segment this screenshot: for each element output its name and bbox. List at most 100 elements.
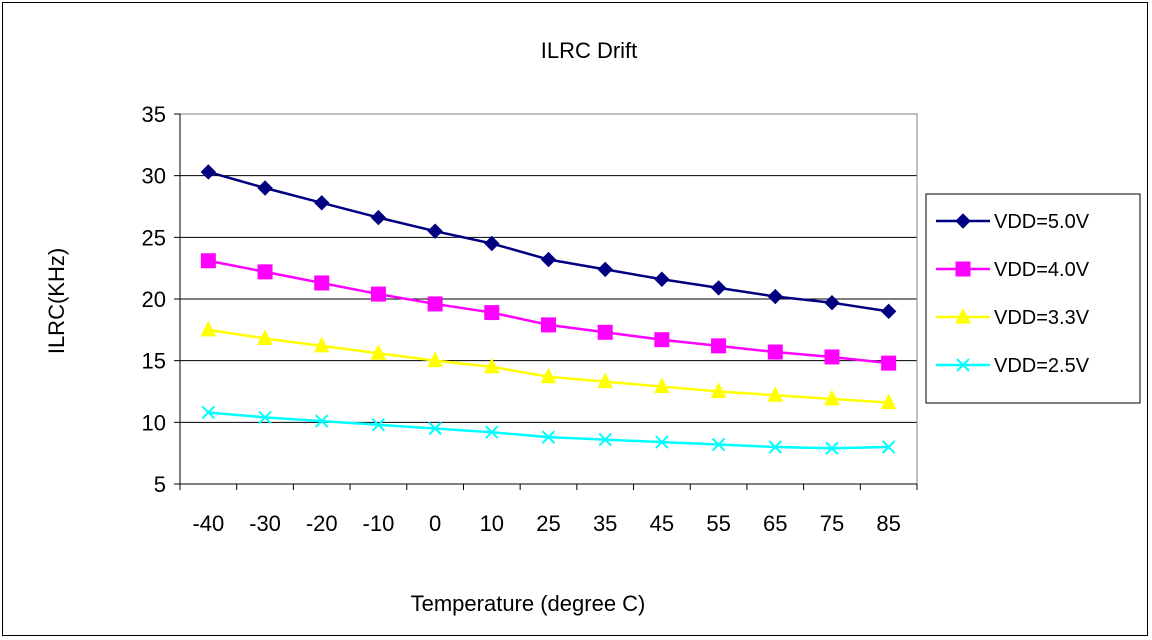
x-tick-label: 75: [820, 511, 844, 536]
data-point-vdd-2-5v: [825, 441, 839, 455]
data-point-vdd-2-5v: [258, 410, 272, 425]
data-point-vdd-3-3v: [313, 336, 330, 353]
data-point-vdd-5-0v: [597, 261, 613, 278]
data-point-vdd-4-0v: [881, 355, 897, 371]
data-point-vdd-5-0v: [200, 164, 217, 180]
y-tick-label: 5: [154, 472, 166, 497]
x-tick-label: -10: [363, 511, 395, 536]
x-tick-label: -30: [249, 511, 281, 536]
y-tick-label: 35: [142, 102, 166, 127]
data-point-vdd-4-0v: [427, 296, 443, 312]
gridlines: [180, 175, 917, 423]
x-tick-label: 25: [536, 511, 560, 536]
series-vdd-3-3v: [200, 320, 897, 410]
data-point-vdd-4-0v: [314, 275, 330, 291]
data-point-vdd-3-3v: [654, 377, 670, 394]
data-point-vdd-3-3v: [880, 393, 897, 410]
y-tick-label: 20: [142, 287, 166, 312]
series-line-vdd-5-0v: [208, 170, 889, 313]
x-tick-label: -20: [306, 511, 338, 536]
data-point-vdd-2-5v: [711, 437, 726, 452]
series-vdd-2-5v: [201, 405, 896, 455]
data-point-vdd-3-3v: [257, 329, 273, 345]
data-point-vdd-2-5v: [598, 432, 612, 447]
data-point-vdd-5-0v: [710, 280, 727, 296]
data-point-vdd-4-0v: [824, 349, 840, 365]
series-vdd-4-0v: [200, 253, 897, 371]
data-point-vdd-4-0v: [484, 305, 500, 321]
data-point-vdd-5-0v: [767, 288, 783, 305]
legend-label-vdd-3-3v: VDD=3.3V: [994, 307, 1090, 329]
data-point-vdd-3-3v: [370, 344, 387, 360]
data-point-vdd-3-3v: [710, 382, 727, 398]
legend-item-vdd-2-5v: VDD=2.5V: [936, 355, 1090, 377]
data-point-vdd-3-3v: [540, 367, 557, 384]
data-point-vdd-3-3v: [597, 372, 614, 389]
legend-label-vdd-5-0v: VDD=5.0V: [994, 211, 1090, 233]
series-line-vdd-2-5v: [208, 411, 889, 450]
legend-label-vdd-4-0v: VDD=4.0V: [994, 259, 1090, 281]
x-tick-label: 0: [429, 511, 441, 536]
y-tick-label: 25: [142, 225, 166, 250]
legend-item-vdd-4-0v: VDD=4.0V: [936, 259, 1090, 281]
legend-item-vdd-3-3v: VDD=3.3V: [936, 307, 1090, 329]
series-line-vdd-3-3v: [208, 328, 889, 404]
data-point-vdd-2-5v: [881, 440, 896, 454]
x-tick-label: 45: [650, 511, 674, 536]
data-point-vdd-2-5v: [655, 435, 669, 449]
y-tick-label: 30: [142, 164, 166, 189]
data-point-vdd-2-5v: [371, 418, 386, 432]
x-tick-label: 65: [763, 511, 787, 536]
data-point-vdd-5-0v: [540, 251, 557, 268]
data-point-vdd-5-0v: [654, 271, 670, 287]
data-point-vdd-4-0v: [370, 286, 386, 302]
legend-box: [925, 193, 1141, 404]
data-point-vdd-2-5v: [541, 430, 556, 444]
y-axis-title: ILRC(KHz): [44, 248, 69, 354]
data-point-vdd-3-3v: [427, 351, 443, 368]
x-tick-label: 35: [593, 511, 617, 536]
legend-marker-vdd-2-5v: [956, 358, 970, 372]
data-point-vdd-3-3v: [824, 389, 840, 406]
data-point-vdd-5-0v: [314, 195, 330, 211]
data-point-vdd-4-0v: [541, 317, 556, 333]
x-tick-label: 55: [706, 511, 730, 536]
data-point-vdd-2-5v: [428, 421, 442, 436]
data-point-vdd-5-0v: [880, 303, 897, 320]
x-tick-label: 10: [480, 511, 504, 536]
data-point-vdd-3-3v: [483, 357, 500, 374]
legend-marker-vdd-4-0v: [955, 261, 971, 277]
data-point-vdd-4-0v: [200, 253, 216, 269]
legend-item-vdd-5-0v: VDD=5.0V: [936, 211, 1090, 233]
data-point-vdd-2-5v: [485, 425, 499, 439]
chart-title: ILRC Drift: [541, 38, 638, 63]
y-tick-label: 10: [142, 410, 166, 435]
legend: VDD=5.0V VDD=4.0V VDD=3.3V VDD=2.5V: [925, 193, 1141, 404]
data-point-vdd-2-5v: [201, 405, 216, 420]
x-tick-label: -40: [192, 511, 224, 536]
x-axis-title: Temperature (degree C): [411, 591, 646, 616]
data-point-vdd-4-0v: [767, 344, 783, 360]
data-point-vdd-5-0v: [257, 180, 273, 196]
data-point-vdd-4-0v: [257, 264, 273, 280]
legend-label-vdd-2-5v: VDD=2.5V: [994, 355, 1090, 377]
data-point-vdd-5-0v: [370, 209, 387, 226]
series-vdd-5-0v: [200, 164, 897, 320]
data-point-vdd-3-3v: [767, 386, 784, 402]
x-tick-label: 85: [876, 511, 900, 536]
data-point-vdd-2-5v: [315, 414, 329, 428]
y-tick-label: 15: [142, 349, 166, 374]
legend-marker-vdd-5-0v: [955, 213, 971, 229]
data-point-vdd-5-0v: [484, 235, 500, 252]
data-point-vdd-4-0v: [597, 324, 613, 340]
data-point-vdd-5-0v: [824, 294, 840, 311]
legend-marker-vdd-3-3v: [955, 307, 971, 324]
data-point-vdd-2-5v: [768, 440, 782, 454]
data-point-vdd-4-0v: [711, 338, 727, 354]
data-point-vdd-3-3v: [200, 320, 217, 337]
data-point-vdd-5-0v: [427, 223, 443, 239]
axes: 5 10 15 20 25 30 35 -40 -30 -20 -10 0 10 25 35 45 55 65 75…: [142, 102, 918, 536]
data-point-vdd-4-0v: [654, 332, 670, 348]
series-line-vdd-4-0v: [208, 259, 889, 365]
